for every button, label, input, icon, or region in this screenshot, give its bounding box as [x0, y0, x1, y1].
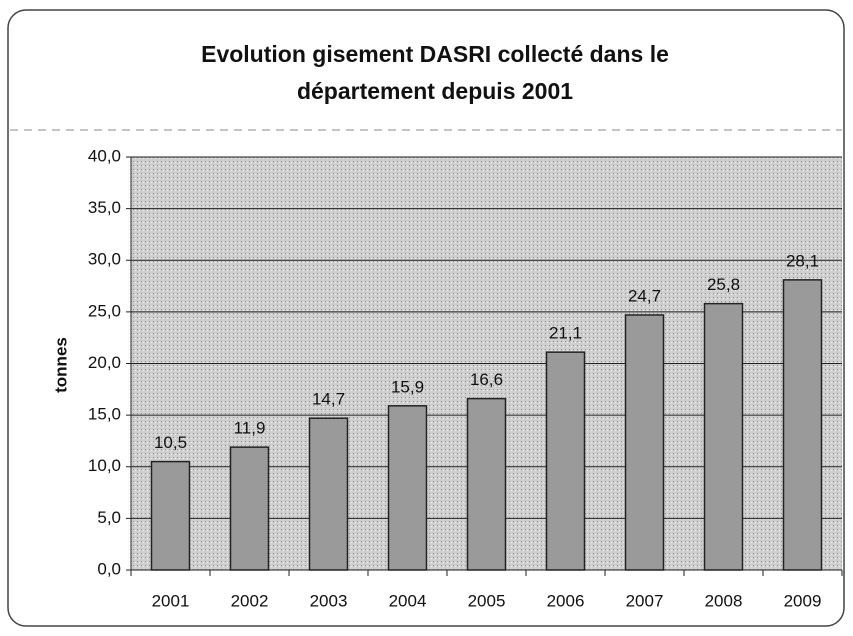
y-tick-label: 40,0 — [88, 146, 121, 165]
bar — [229, 446, 270, 571]
x-tick-label: 2005 — [468, 591, 506, 610]
y-axis-label: tonnes — [51, 337, 70, 393]
bar — [308, 417, 349, 571]
data-label: 16,6 — [470, 370, 503, 389]
data-label: 15,9 — [391, 377, 424, 396]
x-tick-label: 2003 — [310, 591, 348, 610]
data-label: 25,8 — [707, 275, 740, 294]
chart-title: Evolution gisement DASRI collecté dans l… — [201, 41, 669, 67]
data-label: 10,5 — [154, 433, 187, 452]
bar — [466, 397, 507, 571]
bar — [387, 405, 428, 571]
data-label: 28,1 — [786, 251, 819, 270]
data-label: 24,7 — [628, 286, 661, 305]
y-tick-label: 30,0 — [88, 250, 121, 269]
x-tick-label: 2008 — [705, 591, 743, 610]
y-tick-label: 25,0 — [88, 301, 121, 320]
chart-subtitle: département depuis 2001 — [297, 78, 573, 104]
bar — [545, 351, 586, 571]
y-tick-label: 20,0 — [88, 353, 121, 372]
data-label: 21,1 — [549, 324, 582, 343]
x-tick-label: 2007 — [626, 591, 664, 610]
data-label: 14,7 — [312, 390, 345, 409]
y-tick-label: 10,0 — [88, 456, 121, 475]
x-tick-label: 2004 — [389, 591, 427, 610]
x-tick-label: 2001 — [152, 591, 190, 610]
data-label: 11,9 — [234, 419, 266, 438]
x-tick-label: 2009 — [784, 591, 822, 610]
bar — [703, 302, 744, 571]
y-tick-label: 0,0 — [97, 559, 121, 578]
y-tick-label: 35,0 — [88, 198, 121, 217]
y-tick-label: 5,0 — [97, 508, 121, 527]
y-tick-label: 15,0 — [88, 405, 121, 424]
x-tick-label: 2006 — [547, 591, 585, 610]
bar — [624, 314, 665, 571]
bar — [150, 460, 191, 571]
x-tick-label: 2002 — [231, 591, 269, 610]
bar — [782, 279, 823, 571]
